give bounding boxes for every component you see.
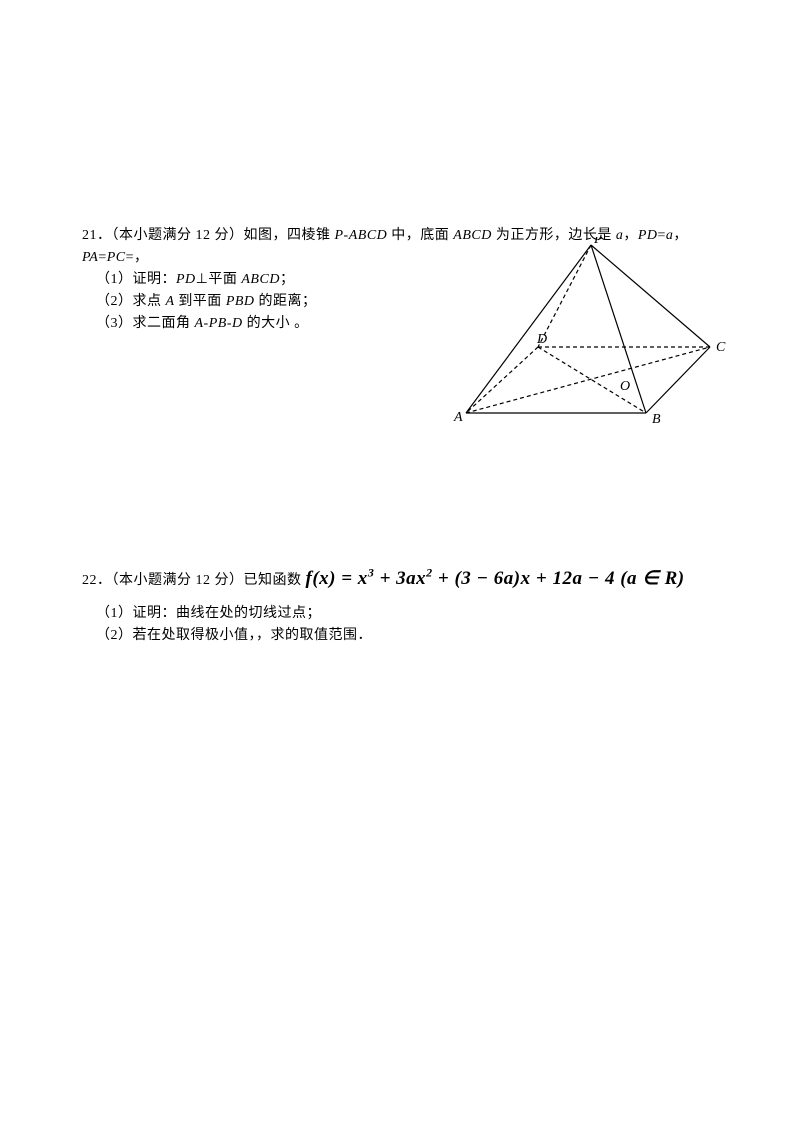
problem-21: 21．（本小题满分 12 分）如图，四棱锥 P-ABCD 中，底面 ABCD 为… (82, 225, 720, 335)
svg-text:C: C (716, 340, 726, 355)
problem-22: 22．（本小题满分 12 分）已知函数 f(x) = x3 + 3ax2 + (… (82, 565, 720, 647)
problem-number: 22． (82, 573, 112, 588)
svg-text:B: B (652, 412, 661, 427)
problem-22-part1: （1）证明：曲线在处的切线过点； (82, 603, 720, 625)
svg-text:A: A (453, 410, 463, 425)
problem-22-part2: （2）若在处取得极小值，，求的取值范围． (82, 625, 720, 647)
function-expression: f(x) = x3 + 3ax2 + (3 − 6a)x + 12a − 4 (… (306, 568, 685, 589)
pyramid-diagram: P A B C D O (450, 237, 730, 432)
problem-22-header: 22．（本小题满分 12 分）已知函数 f(x) = x3 + 3ax2 + (… (82, 565, 720, 595)
svg-text:D: D (536, 332, 547, 347)
svg-text:O: O (620, 379, 630, 394)
problem-number: 21． (82, 228, 112, 243)
svg-text:P: P (593, 237, 603, 247)
